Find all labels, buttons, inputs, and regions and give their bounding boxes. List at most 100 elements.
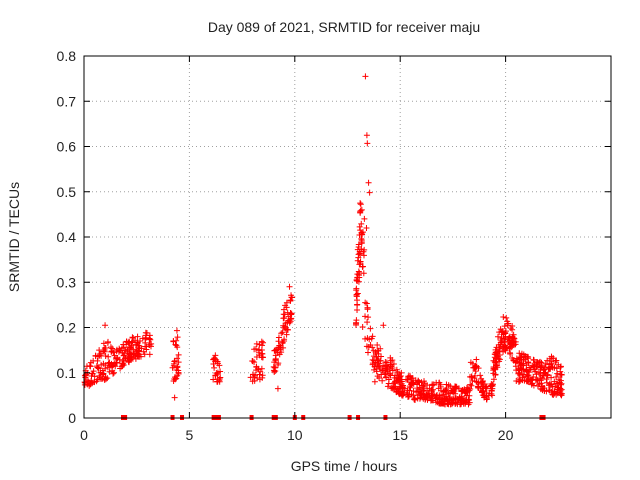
data-point [421,378,428,385]
data-point [389,365,396,372]
data-point [365,314,372,321]
data-point [280,315,287,322]
data-point [259,372,266,379]
data-point [354,290,361,297]
data-point [110,370,117,377]
data-point [89,370,96,377]
data-point [253,363,260,370]
data-point [96,352,103,359]
data-point [494,364,501,371]
data-point [529,362,536,369]
data-point [475,365,482,372]
data-point [358,238,365,245]
data-point [359,263,366,270]
data-point [360,252,367,259]
data-point [83,363,90,370]
data-point [146,351,153,358]
data-point [377,365,384,372]
data-point [465,401,472,408]
data-point [356,261,363,268]
data-point [405,393,412,400]
data-point [254,374,261,381]
data-point [376,374,383,381]
data-point [455,396,462,403]
data-point [387,357,394,364]
data-point [355,268,362,275]
data-point [211,355,218,362]
data-point [358,220,365,227]
data-point [506,333,513,340]
data-point [410,388,417,395]
data-point [500,313,507,320]
data-point [273,346,280,353]
data-point [429,392,436,399]
data-point [494,333,501,340]
data-point [256,371,263,378]
data-point [554,370,561,377]
data-point [444,396,451,403]
y-tick-label: 0 [68,410,76,426]
data-point [416,391,423,398]
data-point [95,365,102,372]
data-point [387,371,394,378]
data-point [421,393,428,400]
data-point [105,353,112,360]
data-point [354,271,361,278]
data-point [357,200,364,207]
data-point [125,358,132,365]
data-point [286,283,293,290]
data-point [436,392,443,399]
data-point [462,400,469,407]
data-point [217,368,224,375]
data-point [413,389,420,396]
data-point [530,357,537,364]
data-point [509,326,516,333]
data-point [136,345,143,352]
data-point [171,374,178,381]
data-point [143,334,150,341]
data-point [360,248,367,255]
data-point [275,334,282,341]
data-point [376,360,383,367]
data-point [252,345,259,352]
data-point [272,356,279,363]
data-point [516,369,523,376]
x-tick-label: 15 [392,427,408,443]
data-point [173,337,180,344]
data-point [438,400,445,407]
data-point [259,342,266,349]
y-tick-label: 0.8 [57,48,77,64]
data-point [478,389,485,396]
data-point [271,359,278,366]
data-point [495,341,502,348]
data-point [371,363,378,370]
data-point [503,314,510,321]
data-point [364,140,371,147]
data-point [492,346,499,353]
data-point [355,254,362,261]
data-point [282,320,289,327]
data-point [449,399,456,406]
data-point [280,324,287,331]
data-point [551,378,558,385]
data-point [258,350,265,357]
data-point [535,360,542,367]
data-point [501,323,508,330]
data-point [493,362,500,369]
data-point [357,259,364,266]
data-point [135,353,142,360]
data-point [414,395,421,402]
data-point [357,201,364,208]
data-point [491,359,498,366]
data-point [502,342,509,349]
data-point [276,342,283,349]
data-point [520,351,527,358]
data-point [429,381,436,388]
data-point [357,208,364,215]
data-point [171,357,178,364]
data-point [437,381,444,388]
data-point [271,364,278,371]
data-point [134,350,141,357]
data-point [509,341,516,348]
data-point [116,356,123,363]
